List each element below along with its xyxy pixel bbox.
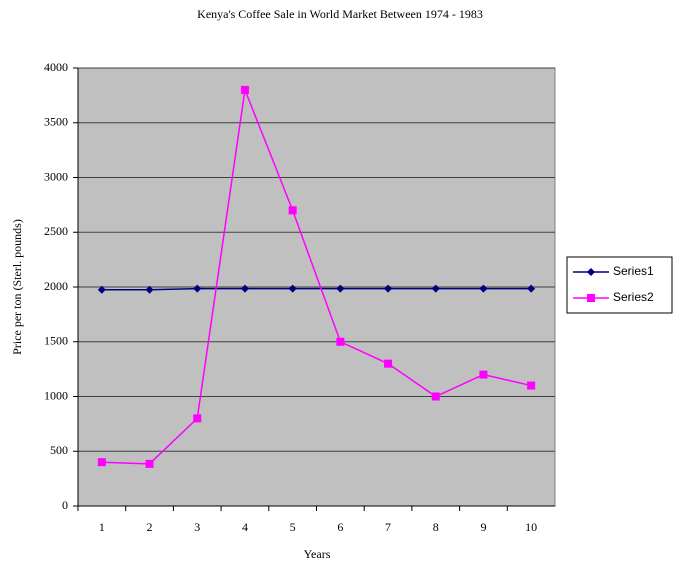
x-tick-label: 8	[433, 520, 439, 534]
legend: Series1 Series2	[566, 256, 673, 314]
data-point	[527, 381, 536, 390]
series-line	[101, 287, 532, 291]
data-point	[336, 337, 345, 346]
x-tick-label: 7	[385, 520, 391, 534]
data-point	[145, 459, 154, 468]
y-axis-label: Price per ton (Sterl. pounds)	[10, 219, 24, 355]
x-tick-label: 9	[480, 520, 486, 534]
data-point	[479, 370, 488, 379]
chart-title: Kenya's Coffee Sale in World Market Betw…	[197, 7, 483, 21]
y-tick-label: 2500	[44, 224, 68, 238]
data-point	[240, 284, 249, 293]
data-point	[527, 284, 536, 293]
y-tick-label: 1500	[44, 334, 68, 348]
data-point	[384, 359, 393, 368]
data-point	[384, 284, 393, 293]
x-tick-label: 10	[525, 520, 537, 534]
data-point	[193, 284, 202, 293]
y-tick-label: 2000	[44, 279, 68, 293]
x-tick-label: 2	[147, 520, 153, 534]
x-tick-label: 3	[194, 520, 200, 534]
legend-marker	[587, 268, 595, 276]
data-point	[145, 285, 154, 294]
x-tick-label: 5	[290, 520, 296, 534]
y-tick-label: 1000	[44, 388, 68, 402]
data-point	[288, 284, 297, 293]
y-tick-label: 4000	[44, 60, 68, 74]
legend-box	[566, 256, 673, 314]
x-tick-label: 6	[337, 520, 343, 534]
y-tick-label: 0	[62, 498, 68, 512]
legend-marker	[587, 294, 595, 302]
data-point	[336, 284, 345, 293]
data-point	[97, 285, 106, 294]
x-tick-label: 1	[99, 520, 105, 534]
data-point	[431, 392, 440, 401]
data-point	[288, 206, 297, 215]
legend-label: Series2	[613, 290, 654, 304]
y-tick-label: 3000	[44, 169, 68, 183]
series-line	[101, 87, 532, 465]
data-point	[479, 284, 488, 293]
x-tick-label: 4	[242, 520, 248, 534]
data-point	[97, 458, 106, 467]
y-tick-label: 3500	[44, 115, 68, 129]
legend-label: Series1	[613, 264, 654, 278]
data-point	[193, 414, 202, 423]
y-tick-label: 500	[50, 443, 68, 457]
data-point	[240, 85, 249, 94]
data-point	[431, 284, 440, 293]
x-axis-label: Years	[304, 547, 331, 561]
